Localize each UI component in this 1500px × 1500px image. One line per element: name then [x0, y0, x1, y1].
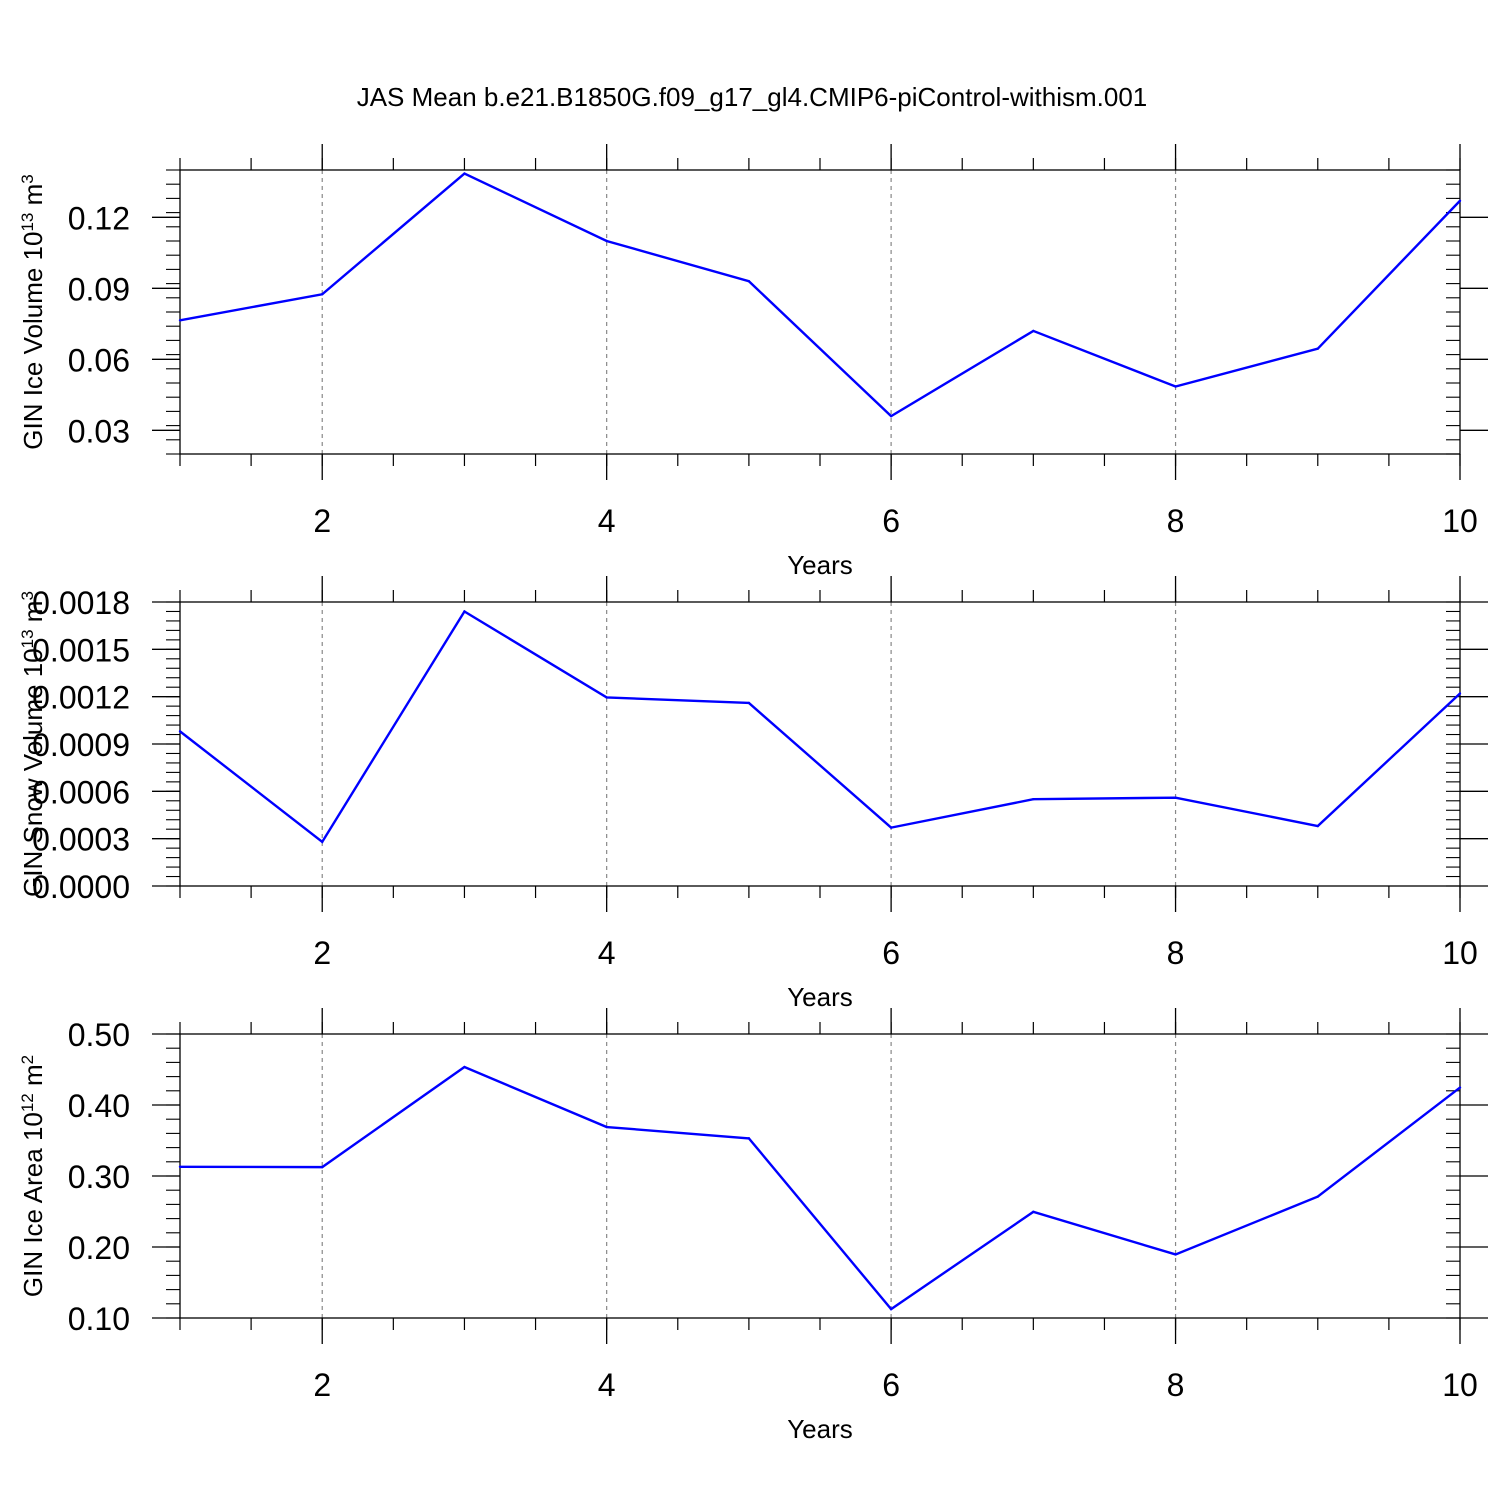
x-tick-label: 2	[313, 1367, 331, 1403]
y-tick-label: 0.40	[68, 1088, 130, 1124]
data-point	[178, 319, 182, 322]
data-point	[321, 293, 324, 296]
data-point	[1174, 1253, 1177, 1256]
x-tick-label: 10	[1442, 935, 1478, 971]
y-axis-label: GIN Ice Area 1012 m2	[18, 1055, 48, 1297]
y-tick-label: 0.20	[68, 1230, 130, 1266]
data-point	[889, 414, 893, 418]
y-tick-label: 0.12	[68, 200, 130, 236]
plot-frame	[179, 601, 1461, 887]
data-point	[605, 696, 608, 699]
data-point	[321, 1165, 324, 1169]
data-point	[1174, 796, 1177, 799]
data-point	[605, 239, 608, 243]
series-line	[179, 172, 1461, 418]
data-point	[1316, 824, 1319, 828]
y-tick-label: 0.0003	[32, 822, 130, 858]
x-axis-label: Years	[787, 550, 853, 580]
y-tick-label: 0.06	[68, 342, 130, 378]
series-line	[179, 1065, 1461, 1311]
y-tick-label: 0.30	[68, 1159, 130, 1195]
y-tick-label: 0.0012	[32, 680, 130, 716]
data-point	[1458, 692, 1462, 695]
x-tick-label: 6	[882, 935, 900, 971]
x-tick-label: 10	[1442, 1367, 1478, 1403]
data-point	[889, 1307, 893, 1311]
data-point	[1316, 347, 1319, 350]
y-axis-label: GIN Snow Volume 1013 m3	[18, 591, 48, 897]
x-tick-label: 8	[1167, 503, 1185, 539]
chart-panel-3: 2 4 6 8 10 0.10 0.20 0.30 0.40 0.50 Years GIN Ice A…	[18, 1008, 1488, 1444]
x-tick-label: 6	[882, 1367, 900, 1403]
y-tick-label: 0.0015	[32, 632, 130, 668]
chart-panel-1: 2 4 6 8 10 0.03 0.06 0.09 0.12 Years GIN Ice Volum…	[18, 144, 1488, 580]
plot-frame	[179, 169, 1461, 455]
x-tick-label: 2	[313, 503, 331, 539]
data-point	[605, 1125, 608, 1129]
data-point	[178, 730, 182, 733]
y-tick-label: 0.0000	[32, 869, 130, 905]
data-point	[463, 1065, 466, 1069]
data-point	[463, 172, 466, 175]
plot-frame	[179, 1033, 1461, 1319]
x-tick-label: 8	[1167, 1367, 1185, 1403]
x-tick-label: 4	[598, 935, 616, 971]
data-point	[178, 1165, 182, 1168]
data-point	[1316, 1195, 1319, 1198]
figure-title: JAS Mean b.e21.B1850G.f09_g17_gl4.CMIP6-…	[357, 82, 1148, 112]
data-point	[321, 840, 324, 844]
y-axis-label: GIN Ice Volume 1013 m3	[18, 174, 48, 450]
data-point	[1032, 798, 1035, 801]
y-tick-label: 0.50	[68, 1017, 130, 1053]
x-axis-label: Years	[787, 982, 853, 1012]
data-point	[747, 701, 751, 705]
data-point	[1032, 1210, 1035, 1214]
data-point	[1458, 199, 1462, 202]
y-tick-label: 0.0018	[32, 585, 130, 621]
x-tick-label: 4	[598, 1367, 616, 1403]
y-tick-label: 0.03	[68, 413, 130, 449]
panels: 2 4 6 8 10 0.03 0.06 0.09 0.12 Years GIN Ice Volum…	[18, 144, 1488, 1444]
data-point	[1174, 385, 1177, 388]
y-tick-label: 0.09	[68, 271, 130, 307]
y-tick-label: 0.0009	[32, 727, 130, 763]
y-tick-label: 0.10	[68, 1301, 130, 1337]
data-point	[1032, 329, 1035, 333]
x-tick-label: 2	[313, 935, 331, 971]
x-tick-label: 6	[882, 503, 900, 539]
x-tick-label: 4	[598, 503, 616, 539]
data-point	[889, 826, 893, 829]
x-tick-label: 8	[1167, 935, 1185, 971]
chart-panel-2: 2 4 6 8 10 0.0000 0.0003 0.0006 0.0009 0.0012 0.00…	[18, 576, 1488, 1012]
y-tick-label: 0.0006	[32, 774, 130, 810]
data-point	[747, 280, 751, 283]
data-point	[747, 1137, 751, 1140]
data-point	[463, 610, 466, 613]
x-tick-label: 10	[1442, 503, 1478, 539]
data-point	[1458, 1086, 1462, 1089]
x-axis-label: Years	[787, 1414, 853, 1444]
series-line	[179, 609, 1461, 844]
